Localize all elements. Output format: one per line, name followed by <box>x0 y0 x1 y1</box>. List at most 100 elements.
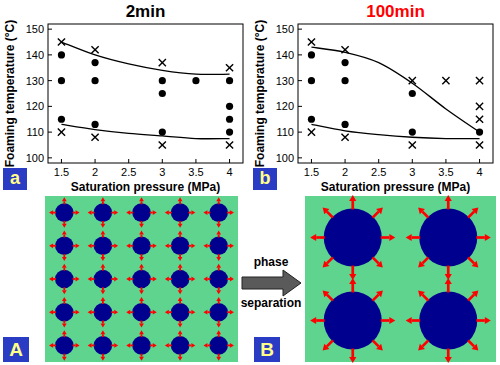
domain <box>55 237 74 256</box>
x-tick-label: 2.5 <box>371 166 386 178</box>
cross-stroke <box>476 116 483 123</box>
arrow-shaft <box>422 340 428 346</box>
domain <box>171 303 190 322</box>
arrow-shaft <box>63 320 65 323</box>
cross-stroke <box>476 77 483 84</box>
arrow-head <box>88 277 92 282</box>
arrow-shaft <box>207 344 210 346</box>
arrow-head <box>178 231 183 235</box>
x-tick <box>378 159 379 163</box>
arrow-head <box>114 243 118 248</box>
arrow-head <box>101 297 106 301</box>
dot-point <box>58 77 65 84</box>
dot-point <box>226 77 233 84</box>
arrow-shaft <box>53 278 56 280</box>
arrow-head <box>139 224 144 228</box>
arrow-shaft <box>227 311 230 313</box>
arrow-shaft <box>447 349 450 358</box>
arrow-shaft <box>141 354 143 357</box>
arrow-head <box>216 297 221 301</box>
arrow-head <box>472 290 479 297</box>
domain <box>94 336 113 355</box>
arrow-head <box>101 357 106 361</box>
domain <box>132 336 151 355</box>
arrow-head <box>139 323 144 327</box>
cross-point <box>58 38 65 45</box>
arrow-head <box>76 243 80 248</box>
arrow-head <box>76 210 80 215</box>
arrow-shaft <box>169 311 172 313</box>
arrow-head <box>139 231 144 235</box>
cross-stroke <box>91 134 98 141</box>
arrow-head <box>126 277 130 282</box>
arrow-head <box>153 310 157 315</box>
curve <box>61 42 229 74</box>
arrow-shaft <box>63 301 65 304</box>
cross-stroke <box>58 38 65 45</box>
arrow-head <box>76 343 80 348</box>
domain <box>94 270 113 289</box>
domain <box>94 237 113 256</box>
cross-stroke <box>308 129 315 136</box>
dot-point <box>308 116 315 123</box>
arrow-head <box>418 290 425 297</box>
arrow-shaft <box>102 354 104 357</box>
arrow-shaft <box>130 245 133 247</box>
arrow-shaft <box>412 319 421 322</box>
arrow-shaft <box>63 221 65 224</box>
arrow-head <box>323 344 330 351</box>
cross-point <box>476 103 483 110</box>
arrow-shaft <box>92 311 95 313</box>
arrow-shaft <box>218 221 220 224</box>
cross-stroke <box>159 59 166 66</box>
x-axis-label: Saturation pressure (MPa) <box>71 180 220 194</box>
arrow-head <box>126 310 130 315</box>
dot-point <box>159 90 166 97</box>
arrow-shaft <box>327 212 333 218</box>
arrow-shaft <box>381 319 390 322</box>
arrow-shaft <box>351 349 354 358</box>
arrow-shaft <box>150 212 153 214</box>
arrow-head <box>230 277 234 282</box>
arrow-head <box>139 197 144 201</box>
domain <box>171 270 190 289</box>
arrow-head <box>203 210 207 215</box>
domain <box>209 270 228 289</box>
dot-point <box>341 121 348 128</box>
arrow-shaft <box>422 295 428 301</box>
arrow-shaft <box>169 212 172 214</box>
arrow-shaft <box>130 278 133 280</box>
arrow-head <box>139 297 144 301</box>
arrow-head <box>376 207 383 214</box>
y-tick-label: 120 <box>26 100 44 112</box>
y-axis-label: Foaming temperature (°C) <box>253 20 267 167</box>
arrow-shaft <box>468 257 474 263</box>
arrow-head <box>49 343 53 348</box>
arrow-head <box>62 197 67 201</box>
arrow-shaft <box>141 287 143 290</box>
arrow-head <box>101 231 106 235</box>
cross-point <box>226 141 233 148</box>
arrow-shaft <box>92 278 95 280</box>
arrow-shaft <box>179 235 181 238</box>
arrow-head <box>203 277 207 282</box>
dot-point <box>192 77 199 84</box>
arrow-shaft <box>92 212 95 214</box>
arrow-shaft <box>188 245 191 247</box>
arrow-head <box>191 277 195 282</box>
arrow-head <box>62 257 67 261</box>
domain <box>324 291 382 349</box>
cross-stroke <box>476 103 483 110</box>
y-tick <box>48 29 52 30</box>
cross-stroke <box>226 141 233 148</box>
arrow-shaft <box>111 212 114 214</box>
arrow-shaft <box>150 245 153 247</box>
arrow-shaft <box>73 212 76 214</box>
arrow-shaft <box>327 295 333 301</box>
matrix <box>45 196 238 362</box>
arrow-shaft <box>218 354 220 357</box>
curve <box>311 124 479 138</box>
arrow-head <box>216 330 221 334</box>
arrow-shaft <box>179 320 181 323</box>
x-tick <box>345 159 346 163</box>
